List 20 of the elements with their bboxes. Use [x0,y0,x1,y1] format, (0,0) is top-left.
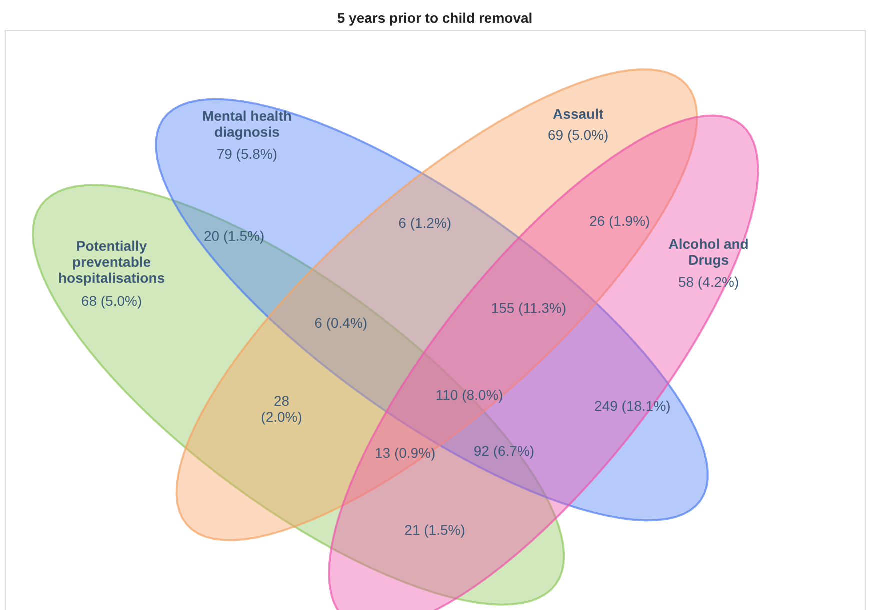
data-label: 79 (5.8%) [216,146,278,162]
text: 110 (8.0%) [436,387,504,403]
data-label: 68 (5.0%) [81,293,142,309]
category-label: Mental health diagnosis [202,108,292,140]
text: 13 (0.9%) [374,445,436,461]
data-label: 58 (4.2%) [678,274,740,290]
text: 26 (1.9%) [590,213,650,229]
text: 249 (18.1%) [594,398,671,414]
text: 21 (1.5%) [404,522,466,538]
text: 6 (0.4%) [314,315,368,331]
text: 155 (11.3%) [491,300,567,316]
category-label: Alcohol and Drugs [668,236,749,268]
text: 6 (1.2%) [398,215,452,231]
text: 5 years prior to child removal [337,10,533,26]
category-label: Potentially preventable hospitalisations [58,238,166,286]
text: 28 (2.0%) [261,393,302,425]
text: 20 (1.5%) [204,228,265,244]
data-label: 69 (5.0%) [548,127,609,143]
category-label: Assault [553,106,604,122]
text: 92 (6.7%) [474,443,535,459]
